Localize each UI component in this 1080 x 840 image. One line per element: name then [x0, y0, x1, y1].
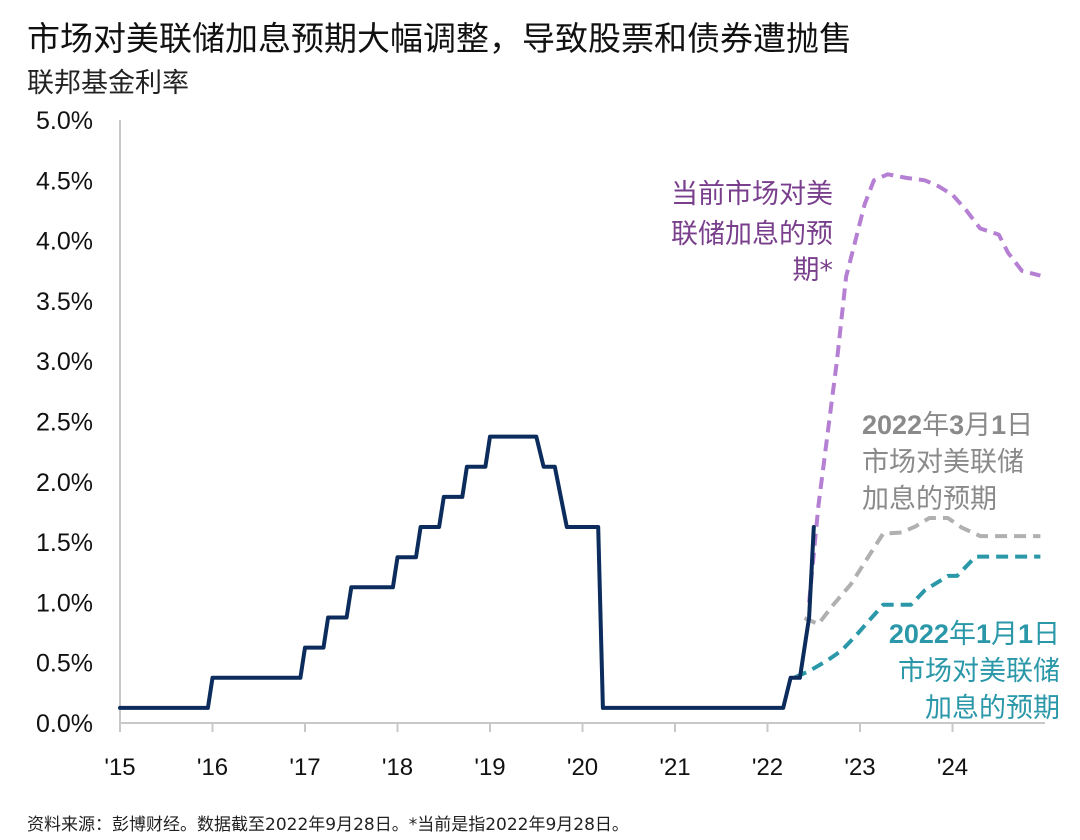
y-tick-label: 3.5%	[36, 288, 93, 316]
annotation-mar-heading: 2022年3月1日	[862, 410, 1033, 441]
annotation-jan-line: 加息的预期	[925, 693, 1060, 724]
annotation-current-line: 期*	[793, 255, 834, 286]
x-tick-label: '16	[197, 754, 228, 781]
series-line-mar	[803, 516, 1041, 627]
x-tick-label: '18	[382, 754, 413, 781]
series-line-actual	[118, 434, 816, 710]
series-line-jan	[794, 554, 1041, 680]
annotation-mar-line: 市场对美联储	[862, 447, 1024, 478]
y-axis: 0.0% 0.5% 1.0% 1.5% 2.0% 2.5% 3.0% 3.5% 4.0% 4.5%…	[36, 107, 121, 738]
y-tick-label: 0.5%	[36, 650, 93, 678]
x-tick-label: '24	[937, 754, 968, 781]
y-tick-label: 5.0%	[36, 107, 93, 135]
chart-subtitle: 联邦基金利率	[27, 68, 189, 99]
annotation-jan-line: 市场对美联储	[898, 656, 1060, 687]
x-tick-label: '17	[289, 754, 320, 781]
x-tick-label: '22	[752, 754, 783, 781]
chart-title: 市场对美联储加息预期大幅调整，导致股票和债券遭抛售	[27, 19, 852, 58]
y-tick-label: 0.0%	[36, 710, 93, 738]
x-tick-label: '20	[567, 754, 598, 781]
source-footnote: 资料来源：彭博财经。数据截至2022年9月28日。*当前是指2022年9月28日…	[27, 815, 629, 835]
y-tick-label: 2.5%	[36, 409, 93, 437]
annotation-mar-line: 加息的预期	[862, 484, 997, 515]
y-tick-label: 4.0%	[36, 228, 93, 256]
y-tick-label: 3.0%	[36, 348, 93, 376]
series-lines	[118, 172, 1041, 710]
x-tick-label: '19	[474, 754, 505, 781]
y-tick-label: 4.5%	[36, 167, 93, 195]
y-tick-label: 1.5%	[36, 529, 93, 557]
annotation-current-line: 联储加息的预	[671, 219, 833, 250]
annotations: 当前市场对美联储加息的预期*2022年3月1日市场对美联储加息的预期2022年1…	[671, 179, 1060, 724]
annotation-current-line: 当前市场对美	[671, 179, 833, 210]
x-axis: '15 '16 '17 '18 '19 '20 '21 '22 '23 '24	[104, 722, 1045, 781]
x-tick-label: '23	[844, 754, 875, 781]
x-tick-label: '21	[659, 754, 690, 781]
annotation-jan-heading: 2022年1月1日	[889, 619, 1060, 650]
x-tick-label: '15	[104, 754, 135, 781]
y-tick-label: 1.0%	[36, 589, 93, 617]
fed-funds-chart: 0.0% 0.5% 1.0% 1.5% 2.0% 2.5% 3.0% 3.5% 4.0% 4.5%…	[36, 107, 1060, 781]
y-tick-label: 2.0%	[36, 469, 93, 497]
series-line-current	[807, 172, 1041, 603]
